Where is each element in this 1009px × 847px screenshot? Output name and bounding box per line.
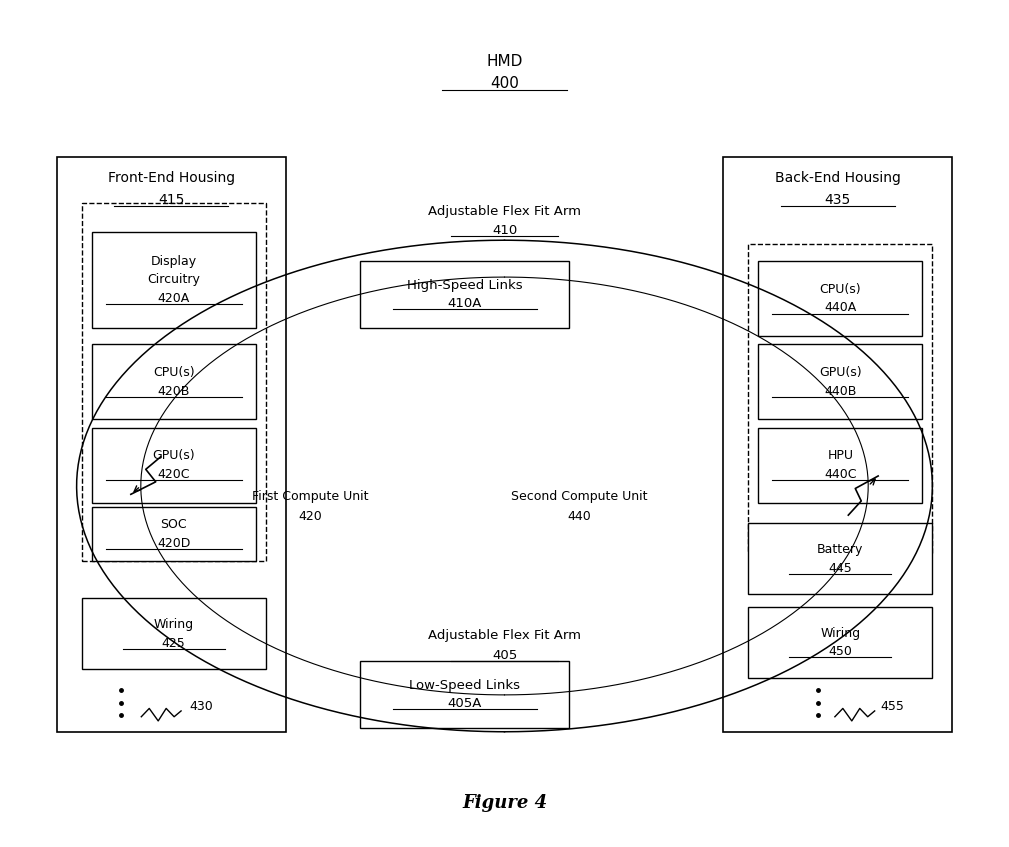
FancyBboxPatch shape: [723, 157, 952, 732]
FancyBboxPatch shape: [92, 232, 255, 328]
FancyBboxPatch shape: [92, 507, 255, 561]
Text: Adjustable Flex Fit Arm: Adjustable Flex Fit Arm: [428, 629, 581, 642]
Text: 420B: 420B: [157, 385, 190, 397]
FancyBboxPatch shape: [749, 606, 932, 678]
Text: 440A: 440A: [824, 302, 857, 314]
Text: 410A: 410A: [448, 297, 482, 310]
Text: GPU(s): GPU(s): [819, 366, 862, 379]
Text: HPU: HPU: [827, 450, 854, 462]
Text: 440: 440: [567, 510, 591, 523]
Text: HMD: HMD: [486, 53, 523, 69]
Text: Battery: Battery: [817, 543, 864, 556]
Text: Adjustable Flex Fit Arm: Adjustable Flex Fit Arm: [428, 205, 581, 218]
Text: 440C: 440C: [824, 468, 857, 481]
Text: 420: 420: [299, 510, 322, 523]
Text: 415: 415: [158, 193, 185, 208]
Text: Figure 4: Figure 4: [462, 794, 547, 811]
Text: 400: 400: [490, 76, 519, 91]
Text: 405A: 405A: [448, 697, 482, 710]
FancyBboxPatch shape: [749, 245, 932, 552]
Text: 410: 410: [491, 224, 518, 236]
Text: 425: 425: [161, 637, 186, 650]
FancyBboxPatch shape: [360, 261, 569, 328]
FancyBboxPatch shape: [57, 157, 286, 732]
Text: High-Speed Links: High-Speed Links: [407, 279, 523, 291]
Text: GPU(s): GPU(s): [152, 450, 195, 462]
FancyBboxPatch shape: [360, 661, 569, 728]
Text: SOC: SOC: [160, 518, 187, 531]
FancyBboxPatch shape: [758, 428, 922, 502]
FancyBboxPatch shape: [92, 345, 255, 419]
Text: Circuitry: Circuitry: [147, 274, 200, 286]
Text: 440B: 440B: [824, 385, 857, 397]
Text: 420C: 420C: [157, 468, 190, 481]
FancyBboxPatch shape: [758, 261, 922, 336]
Text: 420A: 420A: [157, 291, 190, 305]
Text: Display: Display: [150, 255, 197, 268]
Text: 435: 435: [824, 193, 851, 208]
Text: 455: 455: [881, 700, 904, 713]
Text: 430: 430: [189, 700, 213, 713]
FancyBboxPatch shape: [82, 599, 265, 669]
Text: First Compute Unit: First Compute Unit: [252, 490, 368, 503]
Text: Front-End Housing: Front-End Housing: [108, 171, 235, 185]
Text: Wiring: Wiring: [820, 627, 861, 639]
Text: Wiring: Wiring: [153, 618, 194, 631]
Text: 405: 405: [491, 649, 518, 662]
FancyBboxPatch shape: [749, 523, 932, 595]
Text: CPU(s): CPU(s): [152, 366, 195, 379]
Text: Second Compute Unit: Second Compute Unit: [511, 490, 648, 503]
Text: CPU(s): CPU(s): [819, 283, 861, 296]
Text: 420D: 420D: [157, 536, 191, 550]
Text: 445: 445: [828, 562, 853, 574]
FancyBboxPatch shape: [92, 428, 255, 502]
Text: Low-Speed Links: Low-Speed Links: [410, 678, 521, 692]
FancyBboxPatch shape: [758, 345, 922, 419]
FancyBboxPatch shape: [82, 202, 265, 561]
Text: 450: 450: [828, 645, 853, 658]
Text: Back-End Housing: Back-End Housing: [775, 171, 901, 185]
